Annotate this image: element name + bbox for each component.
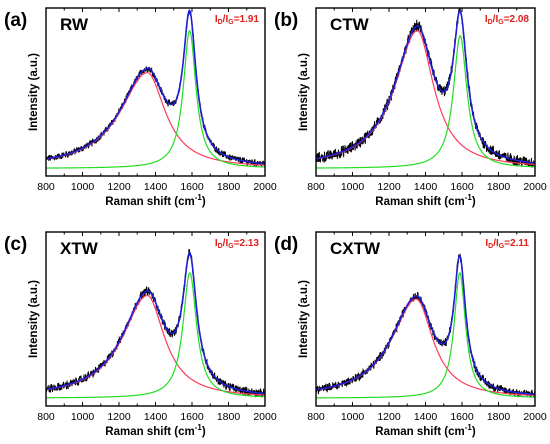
x-tick-label: 1000: [71, 181, 95, 193]
id-ig-ratio: ID/IG=2.13: [215, 238, 260, 250]
sample-name: CTW: [330, 15, 370, 34]
total-fit-line: [316, 9, 535, 164]
x-tick-label: 1600: [180, 181, 204, 193]
id-ig-ratio: ID/IG=2.11: [485, 238, 529, 250]
panel-letter: (b): [274, 10, 298, 31]
total-fit-line: [46, 251, 265, 395]
id-ig-ratio: ID/IG=2.08: [485, 14, 530, 26]
y-axis-title: Intensity (a.u.): [298, 280, 310, 358]
x-tick-label: 1400: [144, 411, 168, 423]
raw-spectrum-line: [316, 253, 535, 398]
x-tick-label: 800: [307, 411, 325, 423]
x-tick-label: 1600: [450, 181, 474, 193]
panel-letter: (d): [274, 234, 298, 255]
panel-letter: (c): [4, 234, 27, 255]
x-tick-label: 1400: [414, 181, 438, 193]
x-tick-label: 1600: [450, 411, 474, 423]
panel-xtw: 800 1000 1200 1400 1600 1800 2000 Raman shift (…: [4, 231, 277, 438]
y-axis-title: Intensity (a.u.): [28, 280, 40, 358]
x-tick-label: 1400: [414, 411, 438, 423]
total-fit-line: [316, 254, 535, 396]
x-tick-label: 2000: [253, 181, 277, 193]
total-fit-line: [46, 9, 265, 165]
x-tick-label: 800: [37, 181, 55, 193]
panel-cxtw: 800 1000 1200 1400 1600 1800 2000 Raman shift (…: [274, 231, 547, 438]
curves: [316, 253, 535, 399]
x-axis-title: Raman shift (cm-1): [375, 423, 476, 438]
g-band-fit-line: [316, 35, 535, 169]
y-axis-title: Intensity (a.u.): [28, 53, 40, 131]
x-tick-label: 1800: [217, 411, 241, 423]
x-tick-label: 2000: [523, 411, 547, 423]
x-axis-title: Raman shift (cm-1): [105, 423, 206, 438]
x-tick-label: 2000: [523, 181, 547, 193]
g-band-fit-line: [316, 272, 535, 399]
x-tick-label: 1000: [341, 411, 365, 423]
panel-rw: 800 1000 1200 1400 1600 1800 2000 Raman shift (…: [4, 7, 277, 208]
y-axis-title: Intensity (a.u.): [298, 53, 310, 131]
x-tick-label: 800: [37, 411, 55, 423]
x-tick-label: 1400: [144, 181, 168, 193]
panel-ctw: 800 1000 1200 1400 1600 1800 2000 Raman shift (…: [274, 7, 547, 208]
g-band-fit-line: [46, 272, 265, 399]
x-tick-label: 800: [307, 181, 325, 193]
x-tick-label: 1200: [377, 411, 401, 423]
curves: [46, 248, 265, 399]
x-tick-label: 1000: [71, 411, 95, 423]
sample-name: CXTW: [330, 239, 381, 258]
x-tick-label: 1200: [377, 181, 401, 193]
raw-spectrum-line: [46, 248, 265, 398]
x-axis-title: Raman shift (cm-1): [375, 193, 476, 208]
curves: [316, 8, 535, 169]
id-ig-ratio: ID/IG=1.91: [215, 14, 260, 26]
x-tick-label: 1800: [217, 181, 241, 193]
curves: [46, 9, 265, 169]
x-tick-label: 1000: [341, 181, 365, 193]
panel-letter: (a): [4, 10, 27, 31]
d-band-fit-line: [316, 30, 535, 166]
sample-name: RW: [60, 15, 89, 34]
x-tick-label: 1200: [107, 411, 131, 423]
x-tick-label: 2000: [253, 411, 277, 423]
sample-name: XTW: [60, 239, 99, 258]
x-tick-label: 1800: [487, 411, 511, 423]
raw-spectrum-line: [46, 10, 265, 168]
x-tick-label: 1200: [107, 181, 131, 193]
x-axis-title: Raman shift (cm-1): [105, 193, 206, 208]
g-band-fit-line: [46, 29, 265, 169]
x-tick-label: 1600: [180, 411, 204, 423]
x-tick-label: 1800: [487, 181, 511, 193]
